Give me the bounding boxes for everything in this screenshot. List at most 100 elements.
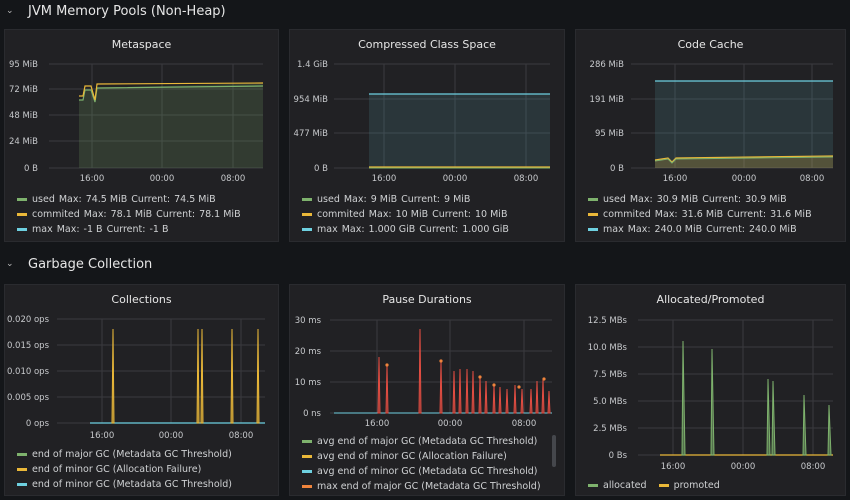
legend-series-name: max [603, 224, 624, 235]
legend-series-name: used [32, 194, 55, 205]
legend-series-name: avg end of minor GC (Metadata GC Thresho… [317, 466, 538, 477]
legend-item-commited[interactable]: commited Max: 31.6 MiB Current: 31.6 MiB [588, 207, 812, 222]
legend-current-label: Current: [106, 224, 146, 235]
y-tick: 0 B [314, 164, 328, 174]
x-tick: 08:00 [221, 174, 246, 184]
legend-item[interactable]: end of minor GC (Allocation Failure) [17, 462, 232, 477]
y-tick: 95 MiB [9, 60, 38, 70]
legend-series-name: max end of major GC (Metadata GC Thresho… [317, 481, 541, 492]
legend-current-label: Current: [401, 194, 441, 205]
panel-title: Pause Durations [382, 293, 472, 306]
y-tick: 191 MiB [590, 95, 625, 105]
legend-current-label: Current: [419, 224, 459, 235]
legend-max-value: 1.000 GiB [368, 224, 416, 235]
legend-current-value: 74.5 MiB [174, 194, 216, 205]
legend-item-commited[interactable]: commited Max: 10 MiB Current: 10 MiB [302, 207, 509, 222]
row-title: JVM Memory Pools (Non-Heap) [28, 3, 226, 19]
x-tick: 08:00 [229, 431, 254, 441]
series-color-swatch [17, 198, 27, 201]
legend-item-max[interactable]: max Max: -1 B Current: -1 B [17, 222, 241, 237]
x-tick: 16:00 [372, 174, 397, 184]
series-color-swatch [588, 213, 598, 216]
legend-series-name: commited [317, 209, 365, 220]
x-tick: 00:00 [731, 462, 756, 472]
legend-item-max[interactable]: max Max: 240.0 MiB Current: 240.0 MiB [588, 222, 812, 237]
legend-item-used[interactable]: used Max: 9 MiB Current: 9 MiB [302, 192, 509, 207]
y-tick: 48 MiB [9, 111, 38, 121]
legend-max-label: Max: [627, 224, 651, 235]
y-tick: 2.5 MBs [593, 424, 627, 434]
x-tick: 00:00 [443, 174, 468, 184]
pause-durations-graph: 30 ms 20 ms 10 ms 0 ns 16:00 00:00 08:00 [295, 316, 552, 429]
panel-title: Code Cache [677, 38, 744, 51]
y-tick: 477 MiB [294, 129, 329, 139]
panel-metaspace[interactable]: Metaspace 95 MiB 72 MiB 48 MiB 24 MiB 0 … [4, 29, 279, 242]
series-color-swatch [588, 228, 598, 231]
row-header-jvm-memory[interactable]: ⌄ JVM Memory Pools (Non-Heap) [0, 0, 850, 22]
code-cache-graph: 286 MiB 191 MiB 95 MiB 0 B 16:00 00:00 0… [590, 60, 834, 184]
series-color-swatch [588, 484, 598, 487]
y-tick: 72 MiB [9, 85, 38, 95]
legend-item[interactable]: avg end of major GC (Metadata GC Thresho… [302, 434, 541, 449]
chevron-down-icon[interactable]: ⌄ [6, 259, 14, 269]
legend-item[interactable]: avg end of minor GC (Metadata GC Thresho… [302, 464, 541, 479]
x-tick: 00:00 [732, 174, 757, 184]
legend-max-label: Max: [341, 224, 365, 235]
y-tick: 20 ms [295, 347, 322, 357]
legend-series-name: promoted [673, 480, 720, 491]
chevron-down-icon[interactable]: ⌄ [6, 6, 14, 16]
panel-compressed-class-space[interactable]: Compressed Class Space 1.4 GiB 954 MiB 4… [289, 29, 565, 242]
x-tick: 00:00 [159, 431, 184, 441]
legend-max-value: 240.0 MiB [654, 224, 703, 235]
legend: used Max: 30.9 MiB Current: 30.9 MiB com… [588, 192, 812, 237]
legend-item-used[interactable]: used Max: 30.9 MiB Current: 30.9 MiB [588, 192, 812, 207]
legend-scrollbar[interactable] [552, 435, 556, 467]
panel-code-cache[interactable]: Code Cache 286 MiB 191 MiB 95 MiB 0 B 16… [575, 29, 846, 242]
legend-current-label: Current: [727, 209, 767, 220]
legend-item[interactable]: end of major GC (Metadata GC Threshold) [17, 447, 232, 462]
panel-title: Allocated/Promoted [656, 293, 765, 306]
legend-max-label: Max: [654, 209, 678, 220]
legend-item[interactable]: max end of major GC (Metadata GC Thresho… [302, 479, 541, 494]
y-tick: 10.0 MBs [588, 343, 628, 353]
legend-series-name: end of major GC (Metadata GC Threshold) [32, 449, 232, 460]
legend: used Max: 9 MiB Current: 9 MiB commited … [302, 192, 509, 237]
series-color-swatch [588, 198, 598, 201]
legend-max-value: 31.6 MiB [681, 209, 724, 220]
legend-series-name: used [317, 194, 340, 205]
series-color-swatch [302, 470, 312, 473]
y-tick: 24 MiB [9, 137, 38, 147]
y-tick: 0.015 ops [7, 341, 50, 351]
legend-series-name: end of minor GC (Metadata GC Threshold) [32, 479, 233, 490]
legend: allocated promoted [588, 478, 720, 493]
legend-series-name: avg end of minor GC (Allocation Failure) [317, 451, 507, 462]
panel-title: Collections [111, 293, 172, 306]
legend-current-value: 78.1 MiB [199, 209, 241, 220]
legend-current-label: Current: [706, 224, 746, 235]
row-header-garbage-collection[interactable]: ⌄ Garbage Collection [0, 253, 850, 275]
y-tick: 5.0 MBs [593, 397, 627, 407]
panel-collections[interactable]: Collections 0.020 ops 0.015 ops 0.010 op… [4, 284, 279, 496]
legend-max-value: 74.5 MiB [85, 194, 128, 205]
panel-allocated-promoted[interactable]: Allocated/Promoted 12.5 MBs 10.0 MBs 7.5… [575, 284, 846, 496]
y-tick: 30 ms [295, 316, 322, 326]
legend-item-max[interactable]: max Max: 1.000 GiB Current: 1.000 GiB [302, 222, 509, 237]
row-title: Garbage Collection [28, 256, 153, 272]
legend-item-allocated[interactable]: allocated [588, 478, 647, 493]
panel-pause-durations[interactable]: Pause Durations [289, 284, 565, 496]
legend-item[interactable]: avg end of minor GC (Allocation Failure) [302, 449, 541, 464]
legend-item[interactable]: end of minor GC (Metadata GC Threshold) [17, 477, 232, 492]
x-tick: 08:00 [800, 174, 825, 184]
legend: used Max: 74.5 MiB Current: 74.5 MiB com… [17, 192, 241, 237]
legend-item-commited[interactable]: commited Max: 78.1 MiB Current: 78.1 MiB [17, 207, 241, 222]
x-tick: 00:00 [150, 174, 175, 184]
series-color-swatch [302, 228, 312, 231]
legend-series-name: avg end of major GC (Metadata GC Thresho… [317, 436, 538, 447]
legend-current-value: -1 B [149, 224, 169, 235]
legend-item-used[interactable]: used Max: 74.5 MiB Current: 74.5 MiB [17, 192, 241, 207]
legend-item-promoted[interactable]: promoted [658, 478, 720, 493]
legend-max-value: -1 B [83, 224, 103, 235]
legend-max-label: Max: [368, 209, 392, 220]
legend-current-value: 10 MiB [475, 209, 508, 220]
legend-max-label: Max: [629, 194, 653, 205]
